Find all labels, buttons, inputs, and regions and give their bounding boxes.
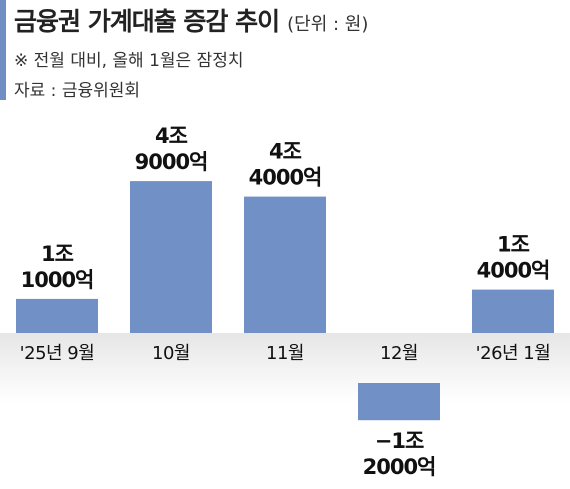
bar-4 <box>472 289 554 333</box>
value-label-4-0: 1조 <box>497 233 530 257</box>
value-label-1-0: 4조 <box>155 124 188 148</box>
value-label-3-1: 2000억 <box>363 455 436 479</box>
unit-label: (단위 : 원) <box>287 14 369 35</box>
x-tick-label-1: 10월 <box>152 343 190 364</box>
bar-0 <box>16 298 98 333</box>
header-accent-bar <box>0 0 6 100</box>
bar-2 <box>244 196 326 333</box>
value-label-2-1: 4000억 <box>249 166 322 190</box>
value-label-3-0: −1조 <box>375 429 424 453</box>
value-label-0-0: 1조 <box>41 242 74 266</box>
x-tick-label-4: '26년 1월 <box>476 343 551 364</box>
value-label-4-1: 4000억 <box>477 259 550 283</box>
chart-title: 금융권 가계대출 증감 추이 (단위 : 원) <box>14 2 368 38</box>
x-tick-label-3: 12월 <box>380 343 418 364</box>
value-label-0-1: 1000억 <box>21 268 94 292</box>
chart-note: ※ 전월 대비, 올해 1월은 잠정치 <box>14 51 244 71</box>
x-tick-label-0: '25년 9월 <box>20 343 95 364</box>
source-label: 자료 : 금융위원회 <box>14 81 141 101</box>
x-tick-label-2: 11월 <box>266 343 304 364</box>
bar-1 <box>130 181 212 333</box>
chart-title-text: 금융권 가계대출 증감 추이 <box>14 7 280 36</box>
bar-3 <box>358 383 440 421</box>
zero-axis-band <box>0 333 570 403</box>
value-label-2-0: 4조 <box>269 140 302 164</box>
value-label-1-1: 9000억 <box>135 150 208 174</box>
